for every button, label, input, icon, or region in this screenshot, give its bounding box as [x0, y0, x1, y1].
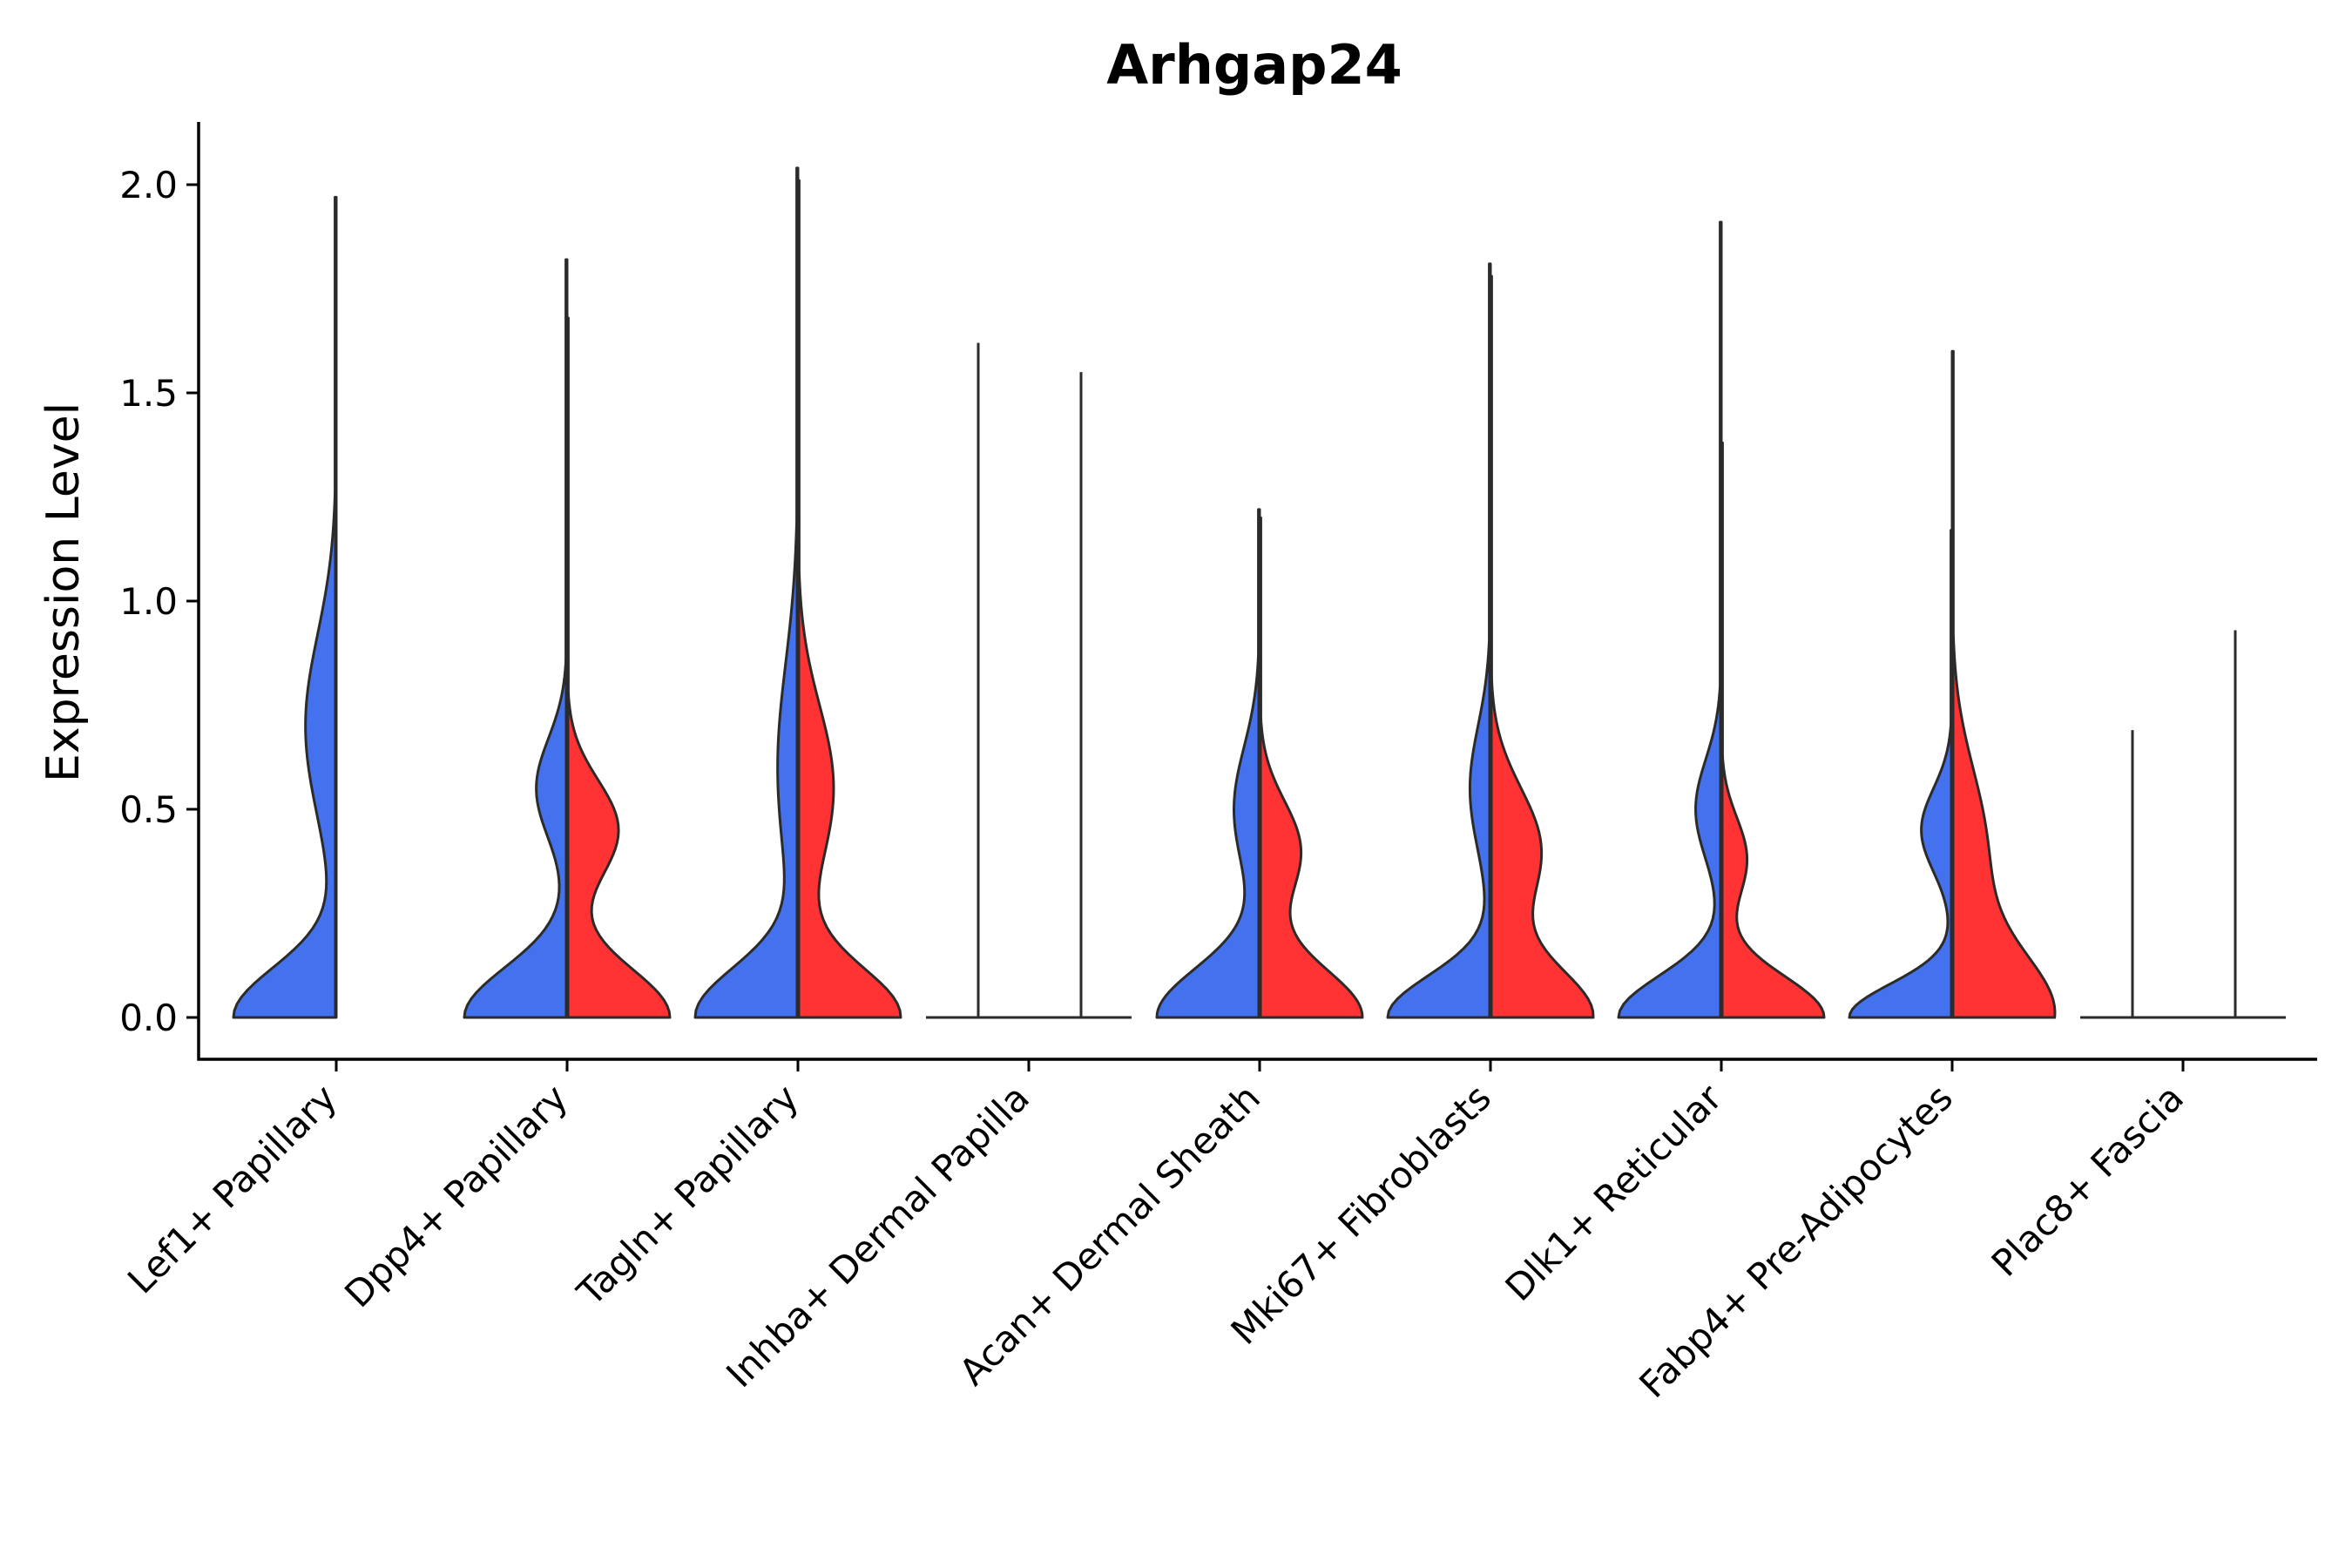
violin-right-half: [1720, 441, 1826, 1019]
axes: [197, 122, 2317, 1061]
x-tick-label: Dlk1+ Reticular: [1497, 1076, 1731, 1309]
axis-lines: [197, 122, 2317, 1061]
violin-group: [1155, 508, 1364, 1019]
violin-right-half: [1489, 274, 1595, 1019]
violin-left-half: [1155, 508, 1261, 1019]
x-tick-label: Mki67+ Fibroblasts: [1223, 1076, 1499, 1352]
y-tick-label: 0.5: [119, 788, 178, 831]
x-tick-label: Dpp4+ Papillary: [336, 1076, 576, 1315]
y-tick-label: 1.5: [119, 372, 178, 415]
violin-left-half: [1386, 262, 1492, 1019]
violin-right-half: [796, 179, 902, 1019]
chart-title: Arhgap24: [1106, 33, 1402, 97]
violin-group: [2080, 630, 2286, 1019]
violin-left-half: [1617, 220, 1723, 1019]
x-tick-label: Lef1+ Papillary: [119, 1076, 345, 1301]
y-tick-label: 0.0: [119, 997, 178, 1039]
violin-group: [1848, 349, 2057, 1019]
violin-left-half: [463, 258, 569, 1019]
violin-left-half: [693, 166, 800, 1019]
violin-group: [232, 195, 338, 1019]
x-tick-label: Tagln+ Papillary: [569, 1076, 807, 1314]
violin-group: [926, 342, 1132, 1019]
violin-right-half: [1950, 349, 2057, 1019]
plot-area: [232, 166, 2286, 1019]
violin-group: [1386, 262, 1595, 1019]
violin-right-half: [1258, 516, 1364, 1019]
x-tick-label: Plac8+ Fascia: [1984, 1076, 2192, 1284]
y-axis-label: Expression Level: [37, 402, 90, 782]
violin-right-half: [565, 316, 672, 1019]
y-ticks: 0.0 0.5 1.0 1.5 2.0: [119, 164, 199, 1039]
y-tick-label: 1.0: [119, 580, 178, 623]
violin-group: [1617, 220, 1826, 1019]
violin-group: [463, 258, 672, 1019]
violin-left-half: [232, 195, 338, 1019]
violin-left-half: [1848, 529, 1954, 1019]
y-tick-label: 2.0: [119, 164, 178, 206]
violin-group: [693, 166, 902, 1019]
